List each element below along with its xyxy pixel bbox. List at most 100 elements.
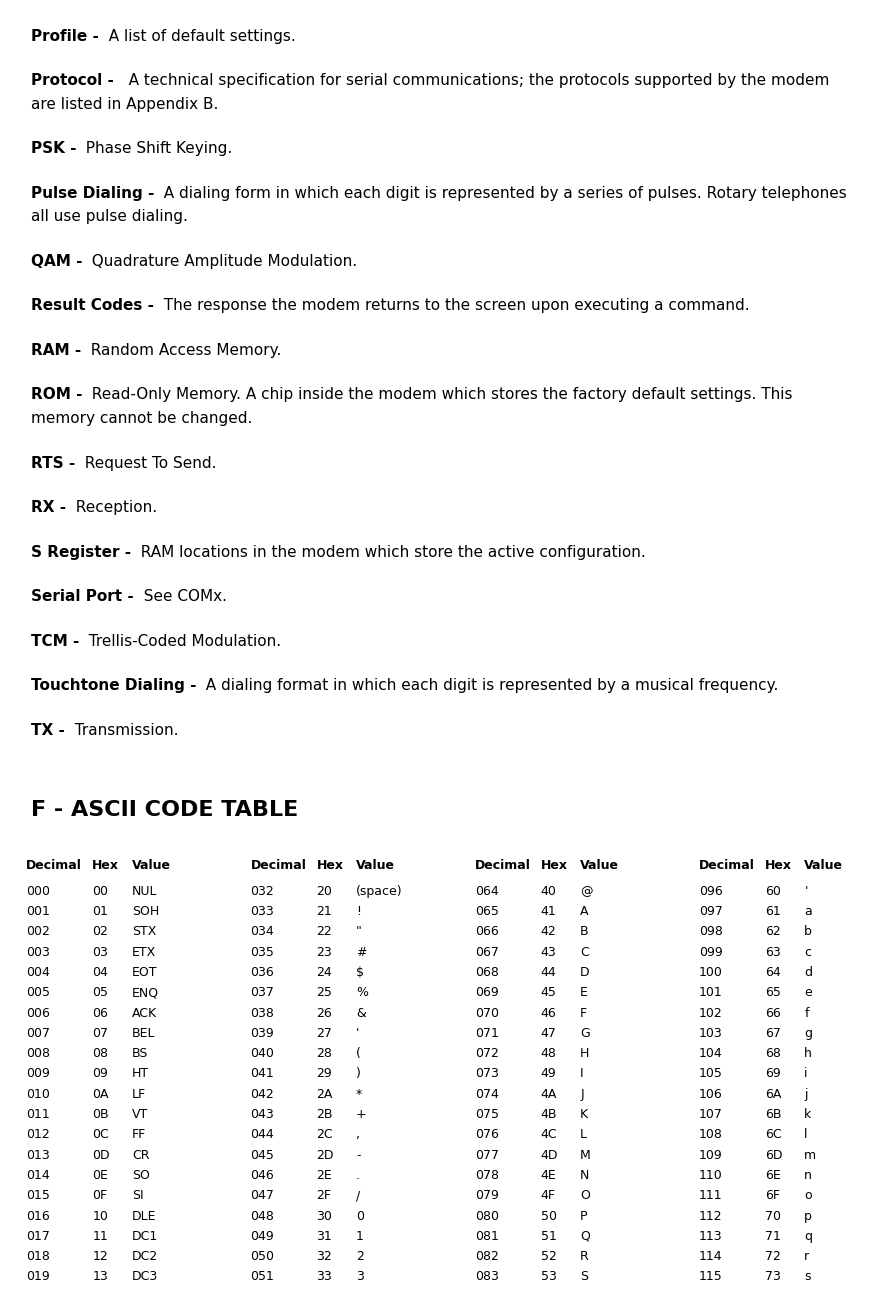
Text: 52: 52 bbox=[540, 1250, 556, 1263]
Text: Protocol -: Protocol - bbox=[31, 73, 113, 88]
Text: RX -: RX - bbox=[31, 500, 66, 514]
Text: &: & bbox=[356, 1007, 365, 1020]
Text: (: ( bbox=[356, 1047, 361, 1060]
Text: F - ASCII CODE TABLE: F - ASCII CODE TABLE bbox=[31, 800, 298, 819]
Text: 064: 064 bbox=[474, 885, 498, 898]
Text: 006: 006 bbox=[26, 1007, 50, 1020]
Text: 12: 12 bbox=[92, 1250, 108, 1263]
Text: 019: 019 bbox=[26, 1271, 50, 1283]
Text: 074: 074 bbox=[474, 1088, 498, 1101]
Text: 73: 73 bbox=[764, 1271, 780, 1283]
Text: 42: 42 bbox=[540, 925, 556, 939]
Text: M: M bbox=[579, 1149, 590, 1161]
Text: 079: 079 bbox=[474, 1190, 498, 1202]
Text: p: p bbox=[803, 1210, 811, 1223]
Text: 6A: 6A bbox=[764, 1088, 781, 1101]
Text: ": " bbox=[356, 925, 362, 939]
Text: R: R bbox=[579, 1250, 588, 1263]
Text: 008: 008 bbox=[26, 1047, 50, 1060]
Text: 07: 07 bbox=[92, 1028, 108, 1039]
Text: Reception.: Reception. bbox=[66, 500, 157, 514]
Text: 004: 004 bbox=[26, 966, 50, 979]
Text: 037: 037 bbox=[250, 987, 274, 999]
Text: 2: 2 bbox=[356, 1250, 363, 1263]
Text: 50: 50 bbox=[540, 1210, 556, 1223]
Text: 003: 003 bbox=[26, 946, 50, 958]
Text: b: b bbox=[803, 925, 811, 939]
Text: 0A: 0A bbox=[92, 1088, 109, 1101]
Text: 11: 11 bbox=[92, 1230, 108, 1242]
Text: d: d bbox=[803, 966, 811, 979]
Text: 32: 32 bbox=[316, 1250, 332, 1263]
Text: 2E: 2E bbox=[316, 1169, 332, 1182]
Text: 49: 49 bbox=[540, 1068, 556, 1080]
Text: G: G bbox=[579, 1028, 589, 1039]
Text: /: / bbox=[356, 1190, 360, 1202]
Text: 096: 096 bbox=[698, 885, 722, 898]
Text: j: j bbox=[803, 1088, 807, 1101]
Text: TCM -: TCM - bbox=[31, 634, 79, 648]
Text: g: g bbox=[803, 1028, 811, 1039]
Text: 011: 011 bbox=[26, 1109, 50, 1121]
Text: 047: 047 bbox=[250, 1190, 274, 1202]
Text: e: e bbox=[803, 987, 811, 999]
Text: 036: 036 bbox=[250, 966, 274, 979]
Text: 53: 53 bbox=[540, 1271, 556, 1283]
Text: 046: 046 bbox=[250, 1169, 274, 1182]
Text: Hex: Hex bbox=[764, 859, 791, 872]
Text: 018: 018 bbox=[26, 1250, 50, 1263]
Text: m: m bbox=[803, 1149, 816, 1161]
Text: memory cannot be changed.: memory cannot be changed. bbox=[31, 411, 252, 425]
Text: 2A: 2A bbox=[316, 1088, 333, 1101]
Text: CR: CR bbox=[132, 1149, 149, 1161]
Text: C: C bbox=[579, 946, 588, 958]
Text: 073: 073 bbox=[474, 1068, 498, 1080]
Text: Touchtone Dialing -: Touchtone Dialing - bbox=[31, 678, 196, 692]
Text: 101: 101 bbox=[698, 987, 722, 999]
Text: 46: 46 bbox=[540, 1007, 556, 1020]
Text: 0D: 0D bbox=[92, 1149, 110, 1161]
Text: A dialing format in which each digit is represented by a musical frequency.: A dialing format in which each digit is … bbox=[196, 678, 778, 692]
Text: 06: 06 bbox=[92, 1007, 108, 1020]
Text: 2D: 2D bbox=[316, 1149, 334, 1161]
Text: !: ! bbox=[356, 906, 361, 918]
Text: 13: 13 bbox=[92, 1271, 108, 1283]
Text: Request To Send.: Request To Send. bbox=[75, 456, 216, 470]
Text: 60: 60 bbox=[764, 885, 780, 898]
Text: Value: Value bbox=[803, 859, 842, 872]
Text: 70: 70 bbox=[764, 1210, 780, 1223]
Text: K: K bbox=[579, 1109, 587, 1121]
Text: 4E: 4E bbox=[540, 1169, 556, 1182]
Text: 078: 078 bbox=[474, 1169, 498, 1182]
Text: 075: 075 bbox=[474, 1109, 498, 1121]
Text: 48: 48 bbox=[540, 1047, 556, 1060]
Text: q: q bbox=[803, 1230, 811, 1242]
Text: 108: 108 bbox=[698, 1128, 722, 1141]
Text: 103: 103 bbox=[698, 1028, 722, 1039]
Text: VT: VT bbox=[132, 1109, 148, 1121]
Text: 6B: 6B bbox=[764, 1109, 781, 1121]
Text: 6D: 6D bbox=[764, 1149, 781, 1161]
Text: 002: 002 bbox=[26, 925, 50, 939]
Text: 109: 109 bbox=[698, 1149, 722, 1161]
Text: 051: 051 bbox=[250, 1271, 274, 1283]
Text: @: @ bbox=[579, 885, 592, 898]
Text: A technical specification for serial communications; the protocols supported by : A technical specification for serial com… bbox=[113, 73, 828, 88]
Text: 3: 3 bbox=[356, 1271, 363, 1283]
Text: r: r bbox=[803, 1250, 809, 1263]
Text: B: B bbox=[579, 925, 588, 939]
Text: E: E bbox=[579, 987, 587, 999]
Text: SOH: SOH bbox=[132, 906, 159, 918]
Text: 0B: 0B bbox=[92, 1109, 109, 1121]
Text: Decimal: Decimal bbox=[474, 859, 530, 872]
Text: SI: SI bbox=[132, 1190, 143, 1202]
Text: 066: 066 bbox=[474, 925, 498, 939]
Text: D: D bbox=[579, 966, 589, 979]
Text: 105: 105 bbox=[698, 1068, 722, 1080]
Text: 40: 40 bbox=[540, 885, 556, 898]
Text: 000: 000 bbox=[26, 885, 50, 898]
Text: 6F: 6F bbox=[764, 1190, 779, 1202]
Text: 081: 081 bbox=[474, 1230, 498, 1242]
Text: 067: 067 bbox=[474, 946, 498, 958]
Text: 113: 113 bbox=[698, 1230, 722, 1242]
